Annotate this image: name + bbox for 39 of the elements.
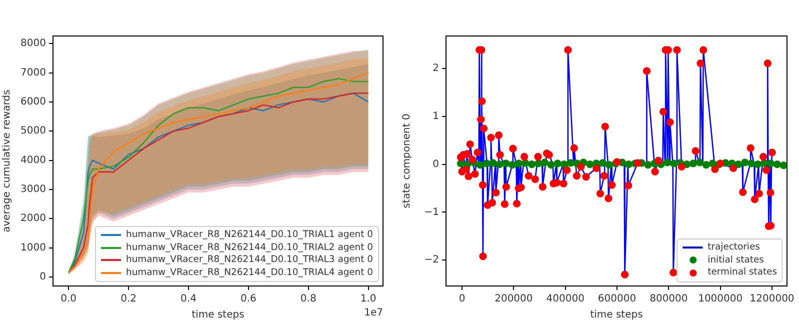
y-tick-label: 6000: [20, 96, 46, 108]
x-tick-label: 0.8: [300, 294, 316, 305]
legend-label: trajectories: [708, 242, 760, 254]
y-tick-label: 7000: [20, 67, 46, 78]
x-tick-label: 1200000: [750, 294, 794, 305]
legend-label: terminal states: [708, 266, 777, 279]
y-tick-label: 4000: [20, 154, 46, 166]
x-tick-label: 1000000: [698, 294, 743, 305]
y-axis-title: state component 0: [402, 114, 413, 208]
y-tick-label: 3000: [20, 184, 46, 196]
x-axis-title: time steps: [192, 310, 244, 321]
y-axis-title: average cumulative rewards: [2, 90, 13, 232]
x-tick-label: 0: [458, 294, 466, 305]
y-tick-label: 1: [432, 111, 439, 122]
x-tick-label: 600000: [598, 294, 636, 305]
y-tick-label: 2: [432, 63, 439, 74]
x-tick-label: 800000: [650, 294, 688, 305]
legend-label: humanw_VRacer_R8_N262144_D0.10_TRIAL3 agent 0: [126, 254, 373, 266]
x-tick-label: 1.0: [360, 294, 376, 305]
x-tick-label: 0.0: [60, 294, 77, 305]
y-tick-label: −1: [424, 206, 439, 218]
legend-label: humanw_VRacer_R8_N262144_D0.10_TRIAL2 agent 0: [126, 242, 373, 254]
y-tick-label: 0: [40, 272, 46, 283]
x-tick-label: 0.2: [120, 294, 136, 305]
y-tick-label: −2: [424, 254, 439, 266]
text: 1e7: [364, 308, 383, 319]
x-tick-label: 400000: [546, 294, 584, 305]
y-tick-label: 0: [432, 158, 439, 170]
y-tick-label: 1000: [20, 242, 46, 254]
legend-label: humanw_VRacer_R8_N262144_D0.10_TRIAL4 agent 0: [126, 266, 373, 279]
y-tick-label: 5000: [20, 126, 46, 137]
y-tick-label: 2000: [20, 213, 46, 224]
legend-label: humanw_VRacer_R8_N262144_D0.10_TRIAL1 agent 0: [126, 229, 373, 242]
legend-label: initial states: [708, 254, 764, 266]
x-tick-label: 0.6: [240, 294, 256, 305]
x-tick-label: 200000: [494, 294, 533, 305]
y-tick-label: 8000: [20, 38, 46, 50]
x-axis-title: time steps: [590, 310, 643, 321]
x-tick-label: 0.4: [180, 294, 196, 305]
